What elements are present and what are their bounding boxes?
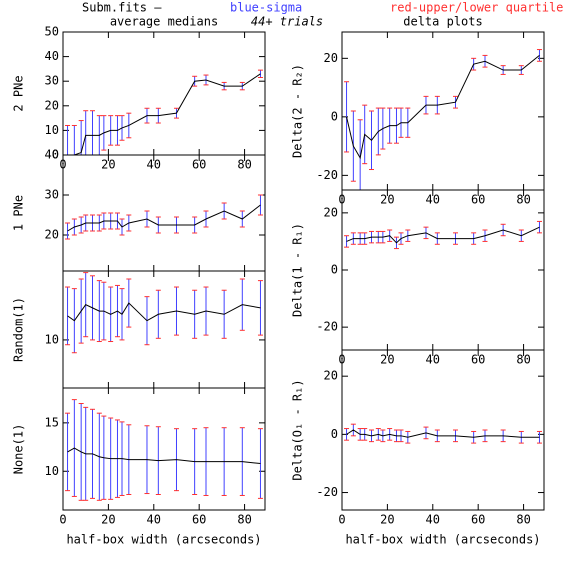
y-tick-label: 0 — [52, 148, 59, 162]
x-tick-label: 40 — [426, 513, 440, 527]
x-tick-label: 20 — [101, 158, 115, 172]
x-tick-label: 40 — [426, 193, 440, 207]
y-tick-label: 20 — [45, 228, 59, 242]
y-axis-label: None(1) — [12, 424, 26, 475]
x-tick-label: 80 — [237, 158, 251, 172]
y-tick-label: 30 — [45, 74, 59, 88]
x-tick-label: 80 — [237, 513, 251, 527]
x-tick-label: 60 — [471, 353, 485, 367]
y-axis-label: 1 PNe — [12, 195, 26, 231]
y-tick-label: 20 — [45, 98, 59, 112]
data-line — [67, 204, 261, 232]
x-tick-label: 20 — [380, 513, 394, 527]
data-line — [346, 55, 540, 160]
panel-frame — [62, 270, 266, 389]
legend-sigma: blue-sigma — [230, 1, 302, 15]
x-tick-label: 20 — [380, 353, 394, 367]
x-tick-label: 60 — [471, 513, 485, 527]
trials-note: 44+ trials — [251, 15, 323, 29]
x-tick-label: 40 — [147, 513, 161, 527]
x-tick-label: 40 — [426, 353, 440, 367]
data-line — [67, 447, 261, 465]
y-axis-label: Random(1) — [12, 297, 26, 362]
x-tick-label: 80 — [516, 193, 530, 207]
y-tick-label: 15 — [45, 415, 59, 429]
y-axis-label: Delta(O₁ - R₁) — [291, 379, 305, 480]
x-tick-label: 80 — [516, 513, 530, 527]
header-text: Subm.fits – — [82, 1, 162, 15]
panel-title: average medians — [110, 15, 218, 29]
y-tick-label: 20 — [324, 369, 338, 383]
y-tick-label: 0 — [331, 109, 338, 123]
x-tick-label: 0 — [338, 513, 345, 527]
panel-frame — [62, 31, 266, 156]
y-tick-label: 50 — [45, 25, 59, 39]
y-axis-label: Delta(1 - R₁) — [291, 223, 305, 317]
x-tick-label: 60 — [192, 158, 206, 172]
y-tick-label: 40 — [45, 148, 59, 162]
y-axis-label: Delta(2 - R₂) — [291, 64, 305, 158]
data-line — [346, 226, 540, 244]
y-tick-label: 10 — [45, 332, 59, 346]
y-tick-label: 30 — [45, 188, 59, 202]
y-axis-label: 2 PNe — [12, 75, 26, 111]
legend-quartile: red-upper/lower quartile — [390, 1, 563, 15]
data-line — [67, 302, 261, 322]
y-tick-label: 10 — [45, 123, 59, 137]
data-line — [67, 73, 261, 156]
panel-frame — [341, 189, 545, 351]
y-tick-label: 0 — [331, 427, 338, 441]
y-tick-label: -20 — [316, 168, 338, 182]
y-tick-label: 20 — [324, 205, 338, 219]
y-tick-label: 0 — [331, 263, 338, 277]
x-tick-label: 20 — [101, 513, 115, 527]
panel-frame — [62, 387, 266, 511]
x-tick-label: 0 — [59, 513, 66, 527]
panel-frame — [341, 349, 545, 511]
y-tick-label: 20 — [324, 51, 338, 65]
x-tick-label: 60 — [192, 513, 206, 527]
x-axis-label: half-box width (arcseconds) — [345, 533, 540, 547]
panel-title: delta plots — [403, 15, 482, 29]
x-axis-label: half-box width (arcseconds) — [66, 533, 261, 547]
x-tick-label: 20 — [380, 193, 394, 207]
y-tick-label: 40 — [45, 49, 59, 63]
panel-frame — [62, 154, 266, 272]
data-line — [346, 429, 540, 438]
y-tick-label: 10 — [45, 464, 59, 478]
y-tick-label: -20 — [316, 320, 338, 334]
x-tick-label: 60 — [471, 193, 485, 207]
x-tick-label: 40 — [147, 158, 161, 172]
x-tick-label: 80 — [516, 353, 530, 367]
y-tick-label: -20 — [316, 485, 338, 499]
